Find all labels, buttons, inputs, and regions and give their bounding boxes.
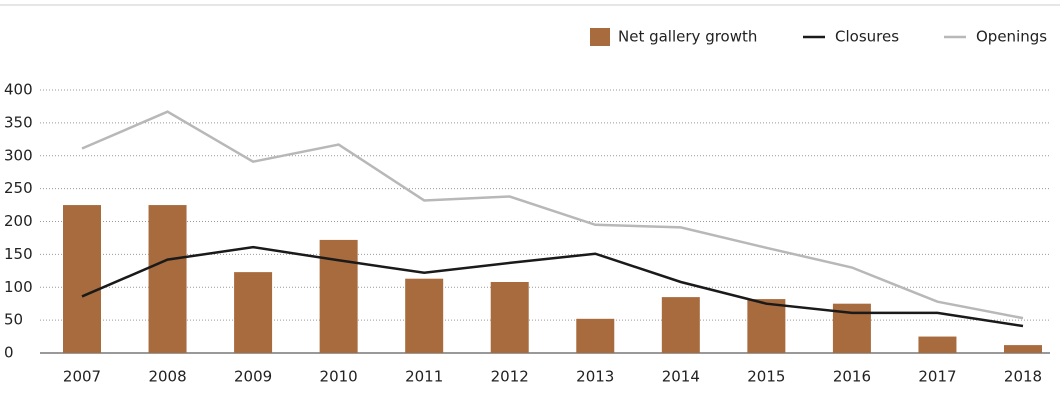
bar	[918, 336, 957, 353]
y-tick-label: 100	[4, 278, 33, 296]
y-tick-label: 50	[4, 311, 23, 329]
line	[81, 245, 1024, 328]
bar	[234, 272, 273, 353]
bar	[576, 318, 615, 353]
bar	[747, 299, 786, 353]
y-tick-label: 350	[4, 113, 33, 131]
x-tick-label: 2009	[234, 368, 272, 386]
bar	[319, 239, 358, 353]
x-tick-label: 2014	[662, 368, 700, 386]
legend-label: Net gallery growth	[618, 28, 757, 46]
x-tick-label: 2013	[576, 368, 614, 386]
y-tick-label: 0	[4, 344, 14, 362]
x-tick-label: 2012	[491, 368, 529, 386]
legend-swatch	[590, 28, 610, 46]
x-tick-label: 2016	[833, 368, 871, 386]
bar	[148, 205, 187, 353]
legend-label: Closures	[835, 28, 899, 46]
y-tick-label: 300	[4, 146, 33, 164]
bar	[490, 281, 529, 353]
bar	[63, 205, 101, 353]
y-tick-label: 150	[4, 245, 33, 263]
line	[81, 110, 1024, 320]
y-tick-label: 400	[4, 81, 33, 99]
x-tick-label: 2017	[918, 368, 956, 386]
x-tick-label: 2007	[63, 368, 101, 386]
legend-label: Openings	[976, 28, 1047, 46]
y-tick-label: 250	[4, 179, 33, 197]
x-tick-label: 2015	[747, 368, 785, 386]
x-tick-label: 2010	[320, 368, 358, 386]
x-tick-label: 2008	[148, 368, 186, 386]
bar	[661, 297, 700, 353]
x-tick-label: 2018	[1004, 368, 1042, 386]
bar	[1004, 345, 1042, 353]
y-tick-label: 200	[4, 212, 33, 230]
x-tick-label: 2011	[405, 368, 443, 386]
bar	[405, 278, 444, 353]
